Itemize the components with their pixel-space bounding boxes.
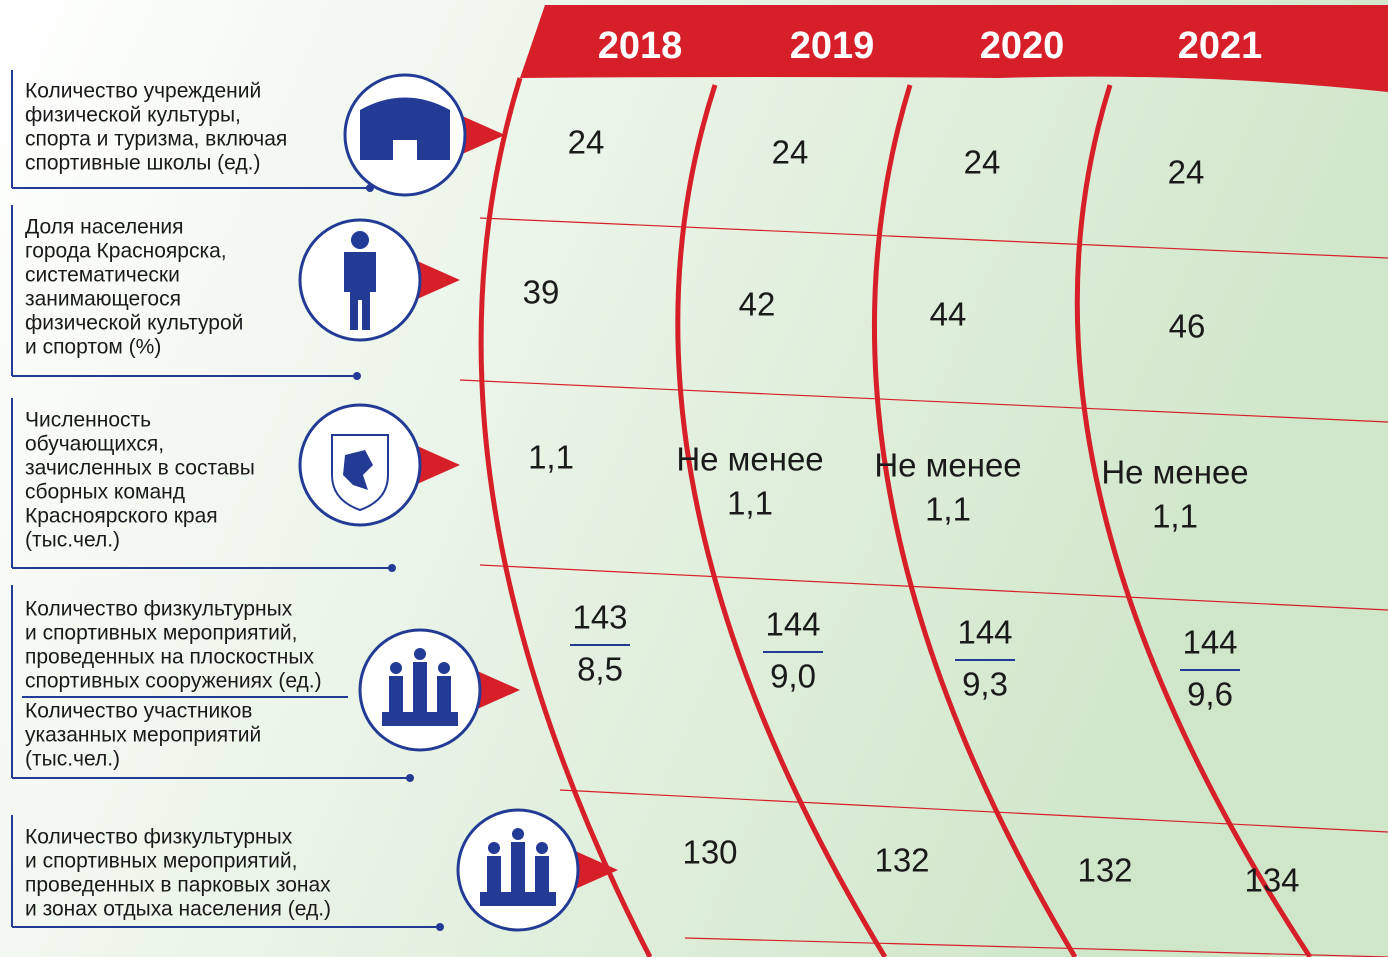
athlete-body xyxy=(535,856,549,892)
athlete-head xyxy=(438,662,450,674)
stadium-icon xyxy=(360,97,450,160)
athlete-body xyxy=(389,676,403,712)
value: 1,1 xyxy=(528,439,574,476)
athlete-head xyxy=(390,662,402,674)
person-body xyxy=(344,252,376,330)
pointer xyxy=(573,850,618,890)
value: 143 xyxy=(572,599,627,636)
row-label: Количество физкультурных xyxy=(25,826,293,849)
row-label: занимающегося xyxy=(25,288,181,311)
row-label: спортивных сооружениях (ед.) xyxy=(25,670,322,693)
rule-dot xyxy=(436,923,444,931)
year-header: 2020 xyxy=(980,25,1065,67)
value: 144 xyxy=(1182,624,1237,661)
person-head xyxy=(351,231,369,249)
value: Не менее xyxy=(1101,454,1248,491)
row-label: Численность xyxy=(25,409,151,432)
year-header: 2021 xyxy=(1178,25,1263,67)
athlete-head xyxy=(488,842,500,854)
athlete-body xyxy=(511,842,525,892)
value: 44 xyxy=(930,296,967,333)
row-label: (тыс.чел.) xyxy=(25,529,120,552)
row-label: и спортом (%) xyxy=(25,336,161,359)
row-label: указанных мероприятий xyxy=(25,724,261,747)
row-label: Красноярского края xyxy=(25,505,218,528)
athlete-body xyxy=(487,856,501,892)
value: 1,1 xyxy=(925,491,971,528)
value: 9,3 xyxy=(962,666,1008,703)
row-label: сборных команд xyxy=(25,481,185,504)
row-label: проведенных на плоскостных xyxy=(25,646,314,669)
rule-dot xyxy=(353,372,361,380)
value: 42 xyxy=(739,286,776,323)
row-label: спорта и туризма, включая xyxy=(25,128,287,151)
row-label: Количество физкультурных xyxy=(25,598,293,621)
value: 24 xyxy=(1168,154,1205,191)
row-label: спортивные школы (ед.) xyxy=(25,152,260,175)
row-label: физической культуры, xyxy=(25,104,241,127)
year-header: 2018 xyxy=(598,25,683,67)
rule-dot xyxy=(388,564,396,572)
row-label: Количество учреждений xyxy=(25,80,261,103)
value: 144 xyxy=(765,606,820,643)
value: 46 xyxy=(1169,308,1206,345)
icons xyxy=(298,73,618,932)
row-label: Количество участников xyxy=(25,700,252,723)
value: 8,5 xyxy=(577,651,623,688)
row-label: (тыс.чел.) xyxy=(25,748,120,771)
value: 130 xyxy=(682,834,737,871)
pointer xyxy=(475,670,520,710)
rule-dot xyxy=(406,774,414,782)
value: 1,1 xyxy=(727,485,773,522)
value: 39 xyxy=(523,274,560,311)
value: 144 xyxy=(957,614,1012,651)
row-label: зачисленных в составы xyxy=(25,457,255,480)
year-header: 2019 xyxy=(790,25,875,67)
value: 9,0 xyxy=(770,658,816,695)
pointer xyxy=(460,115,505,155)
value: 24 xyxy=(964,144,1001,181)
lion xyxy=(343,450,373,490)
value: 24 xyxy=(568,124,605,161)
athlete-head xyxy=(414,648,426,660)
value: 9,6 xyxy=(1187,676,1233,713)
athlete-body xyxy=(437,676,451,712)
pointer xyxy=(415,260,460,300)
athlete-body xyxy=(413,662,427,712)
rule-dot xyxy=(366,184,374,192)
row-label: систематически xyxy=(25,264,180,287)
value: 1,1 xyxy=(1152,498,1198,535)
value: 24 xyxy=(772,134,809,171)
row-label: и зонах отдыха населения (ед.) xyxy=(25,898,331,921)
row-lines xyxy=(459,217,1388,957)
row-label: проведенных в парковых зонах xyxy=(25,874,331,897)
value: Не менее xyxy=(676,441,823,478)
value: 132 xyxy=(1077,852,1132,889)
value: 132 xyxy=(874,842,929,879)
value: 134 xyxy=(1244,862,1299,899)
row-label: обучающихся, xyxy=(25,433,164,456)
podium xyxy=(382,712,458,726)
row-label: физической культурой xyxy=(25,312,243,335)
header-band xyxy=(520,5,1388,92)
podium xyxy=(480,892,556,906)
athlete-head xyxy=(512,828,524,840)
pointer xyxy=(415,445,460,485)
value: Не менее xyxy=(874,447,1021,484)
athlete-head xyxy=(536,842,548,854)
row-label: города Красноярска, xyxy=(25,240,227,263)
row-label: и спортивных мероприятий, xyxy=(25,622,297,645)
arcs xyxy=(478,77,1313,957)
row-label: Доля населения xyxy=(25,216,184,239)
row-label: и спортивных мероприятий, xyxy=(25,850,297,873)
